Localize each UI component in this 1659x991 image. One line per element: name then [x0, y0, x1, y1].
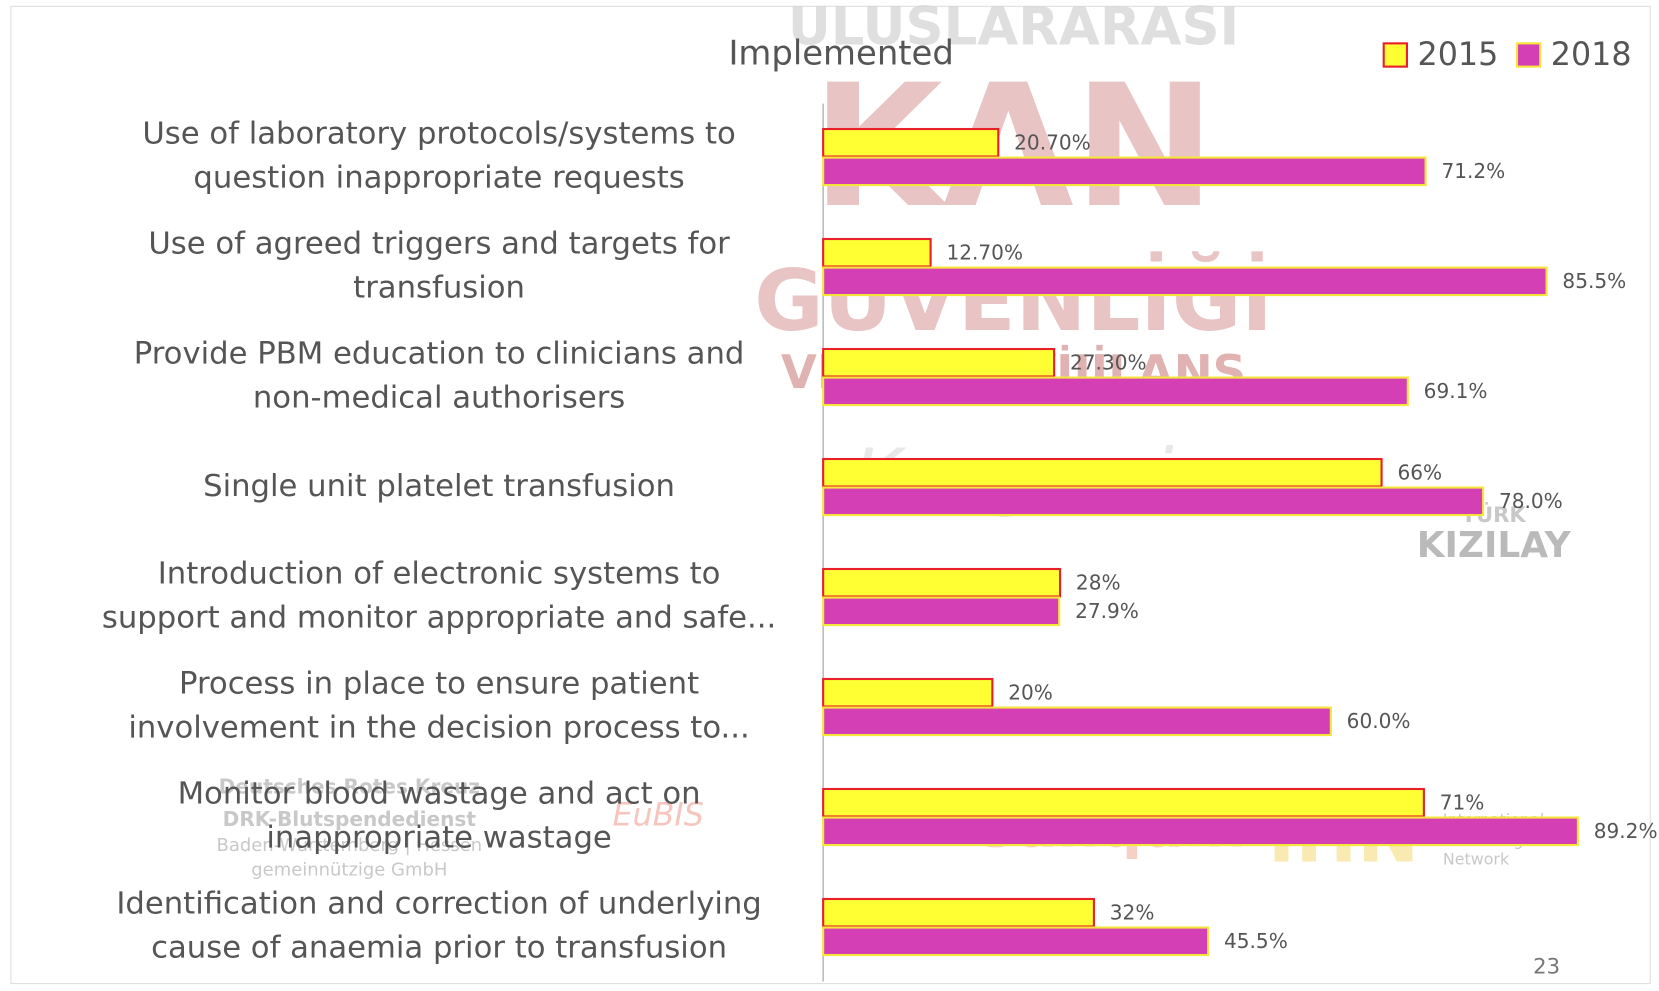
bar [822, 706, 1332, 737]
bar [822, 486, 1485, 517]
legend-label: 2015 [1418, 37, 1499, 73]
category-label: Use of laboratory protocols/systems to q… [142, 116, 736, 196]
bar [822, 816, 1579, 847]
chart-title: Implemented [728, 33, 953, 72]
data-label: 20% [1008, 680, 1053, 704]
data-label: 78.0% [1499, 489, 1563, 513]
category-label: Process in place to ensure patient invol… [128, 666, 750, 746]
data-label: 71.2% [1441, 159, 1505, 183]
watermark-text: DRK-Blutspendedienst [223, 807, 477, 831]
bar [822, 237, 932, 268]
data-label: 69.1% [1424, 379, 1488, 403]
watermark-text: Deutsches Rotes Kreuz [219, 774, 480, 798]
bar [822, 897, 1095, 928]
watermark-text: ULUSLARARASI [788, 0, 1239, 57]
legend-label: 2018 [1551, 37, 1632, 73]
data-label: 12.70% [946, 240, 1023, 264]
bar [822, 787, 1425, 818]
bar [822, 596, 1061, 627]
data-label: 20.70% [1014, 130, 1091, 154]
category-label: Identification and correction of underly… [116, 886, 762, 966]
bar [822, 127, 1000, 158]
data-label: 27.9% [1075, 599, 1139, 623]
data-label: 32% [1110, 900, 1155, 924]
watermark-text: Network [1443, 849, 1510, 868]
slide-frame [10, 5, 1651, 985]
bar [822, 926, 1210, 957]
legend-swatch [1515, 42, 1542, 68]
watermark-text: gemeinnützige GmbH [251, 859, 447, 880]
legend-swatch [1382, 42, 1409, 68]
watermark-text: Baden-Württemberg | Hessen [217, 835, 483, 856]
watermark-text: EuBIS [612, 797, 703, 833]
watermark-text: KIZILAY [1417, 525, 1572, 566]
bar [822, 156, 1427, 187]
data-label: 66% [1397, 460, 1442, 484]
bar [822, 677, 994, 708]
data-label: 60.0% [1347, 709, 1411, 733]
category-label: Single unit platelet transfusion [203, 468, 675, 504]
bar [822, 347, 1056, 378]
bar [822, 457, 1383, 488]
page-number: 23 [1533, 954, 1560, 979]
bar [822, 567, 1062, 598]
data-label: 27.30% [1070, 350, 1147, 374]
data-label: 89.2% [1594, 819, 1658, 843]
data-label: 85.5% [1562, 269, 1626, 293]
bar [822, 376, 1409, 407]
category-label: Provide PBM education to clinicians and … [133, 336, 745, 416]
category-label: Use of agreed triggers and targets for t… [148, 226, 730, 306]
data-label: 45.5% [1224, 929, 1288, 953]
category-label: Monitor blood wastage and act on inappro… [177, 776, 701, 856]
data-label: 28% [1076, 570, 1121, 594]
data-label: 71% [1440, 790, 1485, 814]
bar [822, 266, 1548, 297]
category-label: Introduction of electronic systems to su… [101, 556, 777, 636]
